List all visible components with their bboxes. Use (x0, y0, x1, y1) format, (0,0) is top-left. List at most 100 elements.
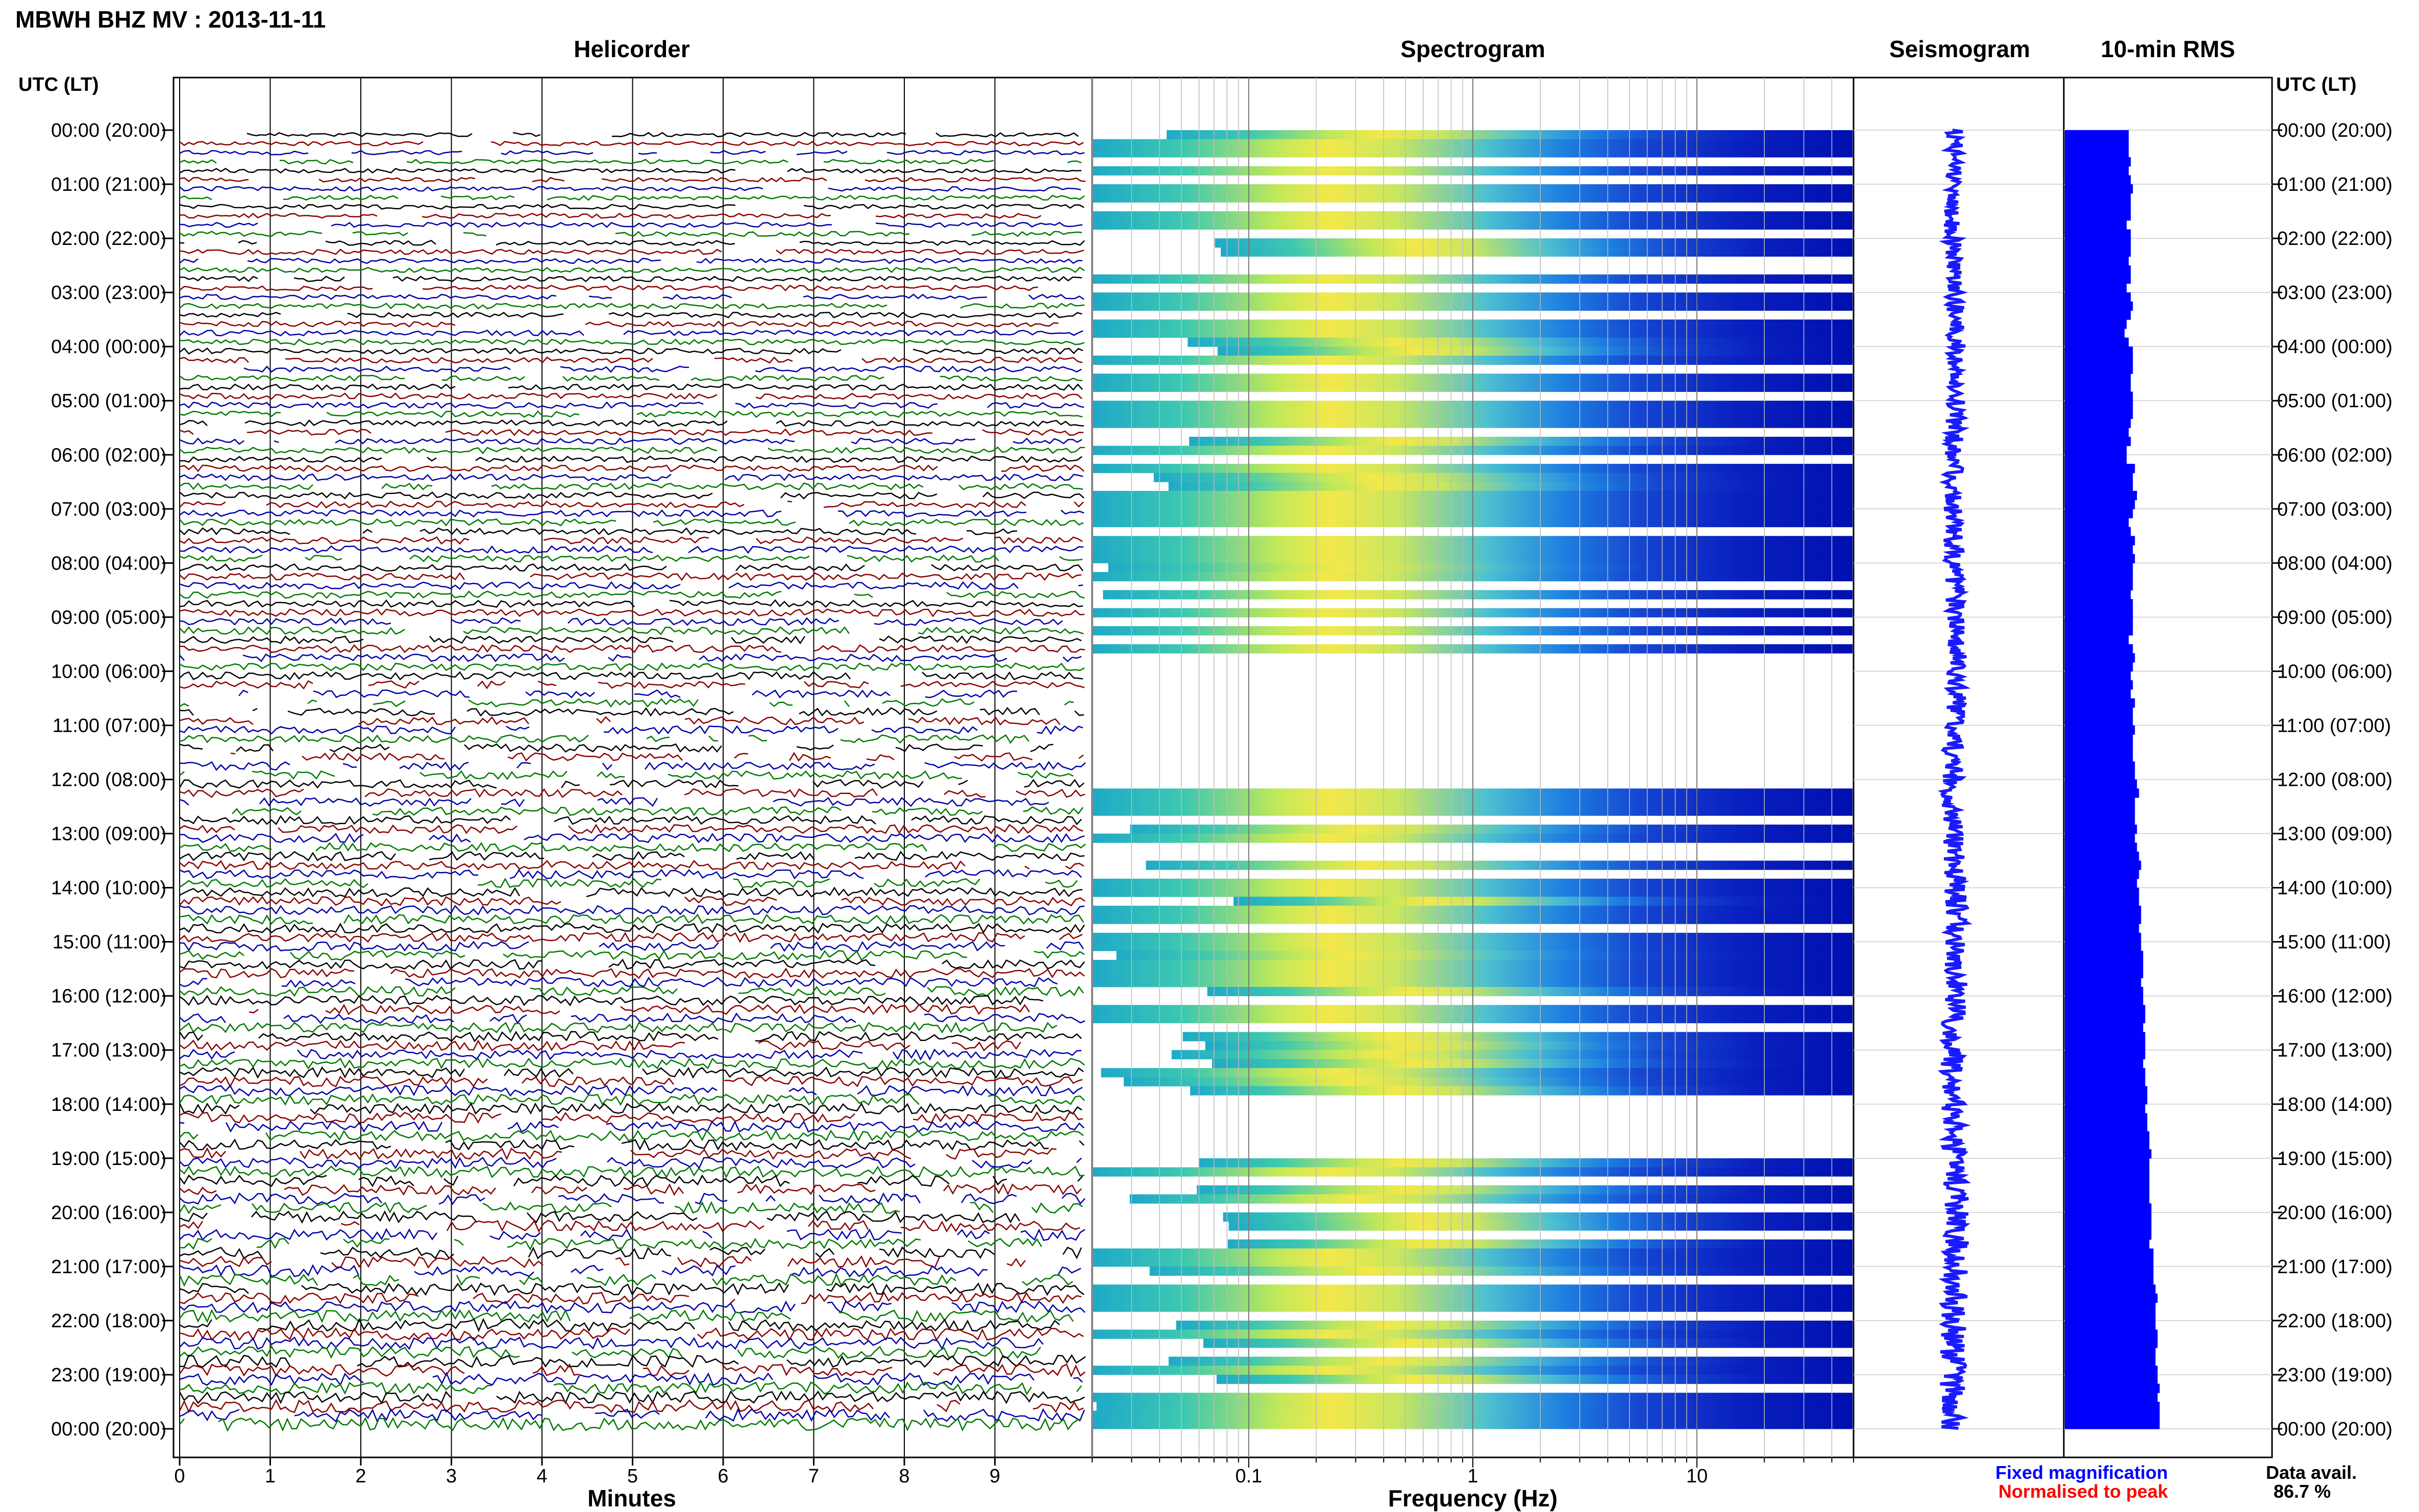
helicorder-trace-row (179, 311, 1082, 318)
helicorder-trace-row (179, 392, 1082, 400)
helicorder-trace-row (179, 563, 1083, 572)
helicorder-trace-row (179, 401, 1084, 409)
rms-bar (2065, 1230, 2152, 1240)
helicorder-trace-row (179, 1057, 1085, 1070)
time-label-right: 16:00 (12:00) (2277, 986, 2392, 1007)
helicorder-trace-row (179, 1219, 1080, 1233)
helicorder-trace-row (179, 698, 1074, 708)
helicorder-trace-row (179, 940, 1084, 952)
rms-bar (2065, 175, 2131, 185)
rms-bar (2065, 1401, 2160, 1411)
rms-bar (2065, 959, 2143, 970)
helicorder-trace-row (179, 599, 1083, 608)
rms-bar (2065, 1275, 2154, 1285)
time-label-right: 00:00 (20:00) (2277, 1419, 2392, 1440)
rms-bar (2065, 428, 2129, 437)
time-label-right: 19:00 (15:00) (2277, 1148, 2392, 1170)
rms-bar (2065, 1032, 2145, 1042)
rms-bar (2065, 932, 2141, 943)
helicorder-trace-row (179, 680, 1085, 690)
spectrogram-band (1167, 130, 1853, 140)
rms-bar (2065, 1149, 2152, 1159)
helicorder-trace-row (179, 383, 1083, 391)
rms-panel (2063, 77, 2273, 1458)
helicorder-trace-row (179, 554, 1083, 563)
rms-bar (2065, 1266, 2154, 1276)
rms-bar (2065, 517, 2129, 528)
helicorder-trace-row (179, 968, 1085, 979)
spectrogram-band (1221, 247, 1853, 257)
rms-bar (2065, 1284, 2156, 1294)
helicorder-x-tick-label: 3 (446, 1466, 457, 1487)
helicorder-trace-row (179, 1372, 1083, 1386)
seismogram-panel (1853, 77, 2065, 1458)
spectrogram-band (1203, 1339, 1853, 1348)
rms-bar (2065, 409, 2133, 419)
rms-bar (2065, 1383, 2160, 1393)
helicorder-trace-row (179, 303, 1085, 310)
helicorder-trace-row (179, 1282, 1084, 1296)
time-label-right: 09:00 (05:00) (2277, 607, 2392, 628)
helicorder-traces (179, 132, 1085, 1432)
helicorder-trace-row (179, 788, 1085, 798)
time-label-left: 01:00 (21:00) (51, 174, 166, 195)
rms-bar (2065, 743, 2133, 753)
helicorder-trace-row (179, 419, 1084, 427)
rms-bar (2065, 1086, 2148, 1096)
helicorder-trace-row (179, 1102, 1082, 1115)
helicorder-trace-row (179, 590, 1085, 599)
rms-bar (2065, 166, 2129, 176)
rms-bar (2065, 878, 2137, 888)
rms-bar (2065, 599, 2133, 609)
rms-bar (2065, 473, 2133, 482)
utc-label-right: UTC (LT) (2276, 74, 2357, 95)
spectrogram-band (1168, 1356, 1853, 1366)
rms-bar (2065, 536, 2135, 546)
spectrogram-band (1205, 1041, 1853, 1051)
helicorder-trace-row (179, 1012, 1085, 1024)
helicorder-trace-row (179, 1327, 1084, 1342)
rms-bar (2065, 986, 2143, 997)
rms-bar (2065, 554, 2135, 563)
rms-bar (2065, 1239, 2150, 1249)
rms-bar (2065, 824, 2137, 834)
rms-bar (2065, 1005, 2145, 1014)
helicorder-trace-row (179, 221, 1083, 228)
rms-bar (2065, 1140, 2150, 1150)
rms-bar (2065, 1311, 2156, 1321)
seismogram-trace (1937, 129, 1973, 1430)
helicorder-trace-row (179, 1336, 1044, 1350)
rms-bar (2065, 1077, 2145, 1087)
spectrogram-band (1176, 1320, 1853, 1330)
helicorder-trace-row (179, 276, 1082, 283)
helicorder-trace-row (179, 204, 1084, 210)
rms-bar (2065, 500, 2135, 509)
helicorder-trace-row (179, 473, 1083, 482)
time-label-left: 22:00 (18:00) (51, 1310, 166, 1332)
time-label-right: 23:00 (19:00) (2277, 1365, 2392, 1386)
helicorder-trace-row (179, 329, 1083, 337)
helicorder-trace-row (179, 1381, 1082, 1396)
time-label-right: 14:00 (10:00) (2277, 878, 2392, 899)
rms-bar (2065, 1185, 2150, 1195)
rms-bar (2065, 698, 2135, 708)
helicorder-x-tick-label: 6 (718, 1466, 728, 1487)
helicorder-trace-row (179, 985, 1084, 997)
rms-bar (2065, 319, 2127, 329)
helicorder-trace-row (179, 886, 1083, 898)
helicorder-x-tick-label: 8 (899, 1466, 909, 1487)
helicorder-trace-row (179, 1147, 1057, 1160)
rms-bar (2065, 1374, 2158, 1384)
time-label-right: 13:00 (09:00) (2277, 824, 2392, 845)
helicorder-trace-row (179, 249, 1084, 255)
spectrogram-band (1217, 346, 1853, 356)
rms-bar (2065, 130, 2129, 140)
rms-bar (2065, 436, 2131, 447)
helicorder-trace-row (179, 1156, 1082, 1170)
rms-bar (2065, 1320, 2156, 1330)
helicorder-trace-row (179, 1129, 1084, 1142)
rms-bar (2065, 779, 2137, 789)
helicorder-trace-row (179, 1120, 1084, 1133)
helicorder-trace-row (179, 617, 1063, 626)
rms-bar (2065, 1068, 2145, 1078)
